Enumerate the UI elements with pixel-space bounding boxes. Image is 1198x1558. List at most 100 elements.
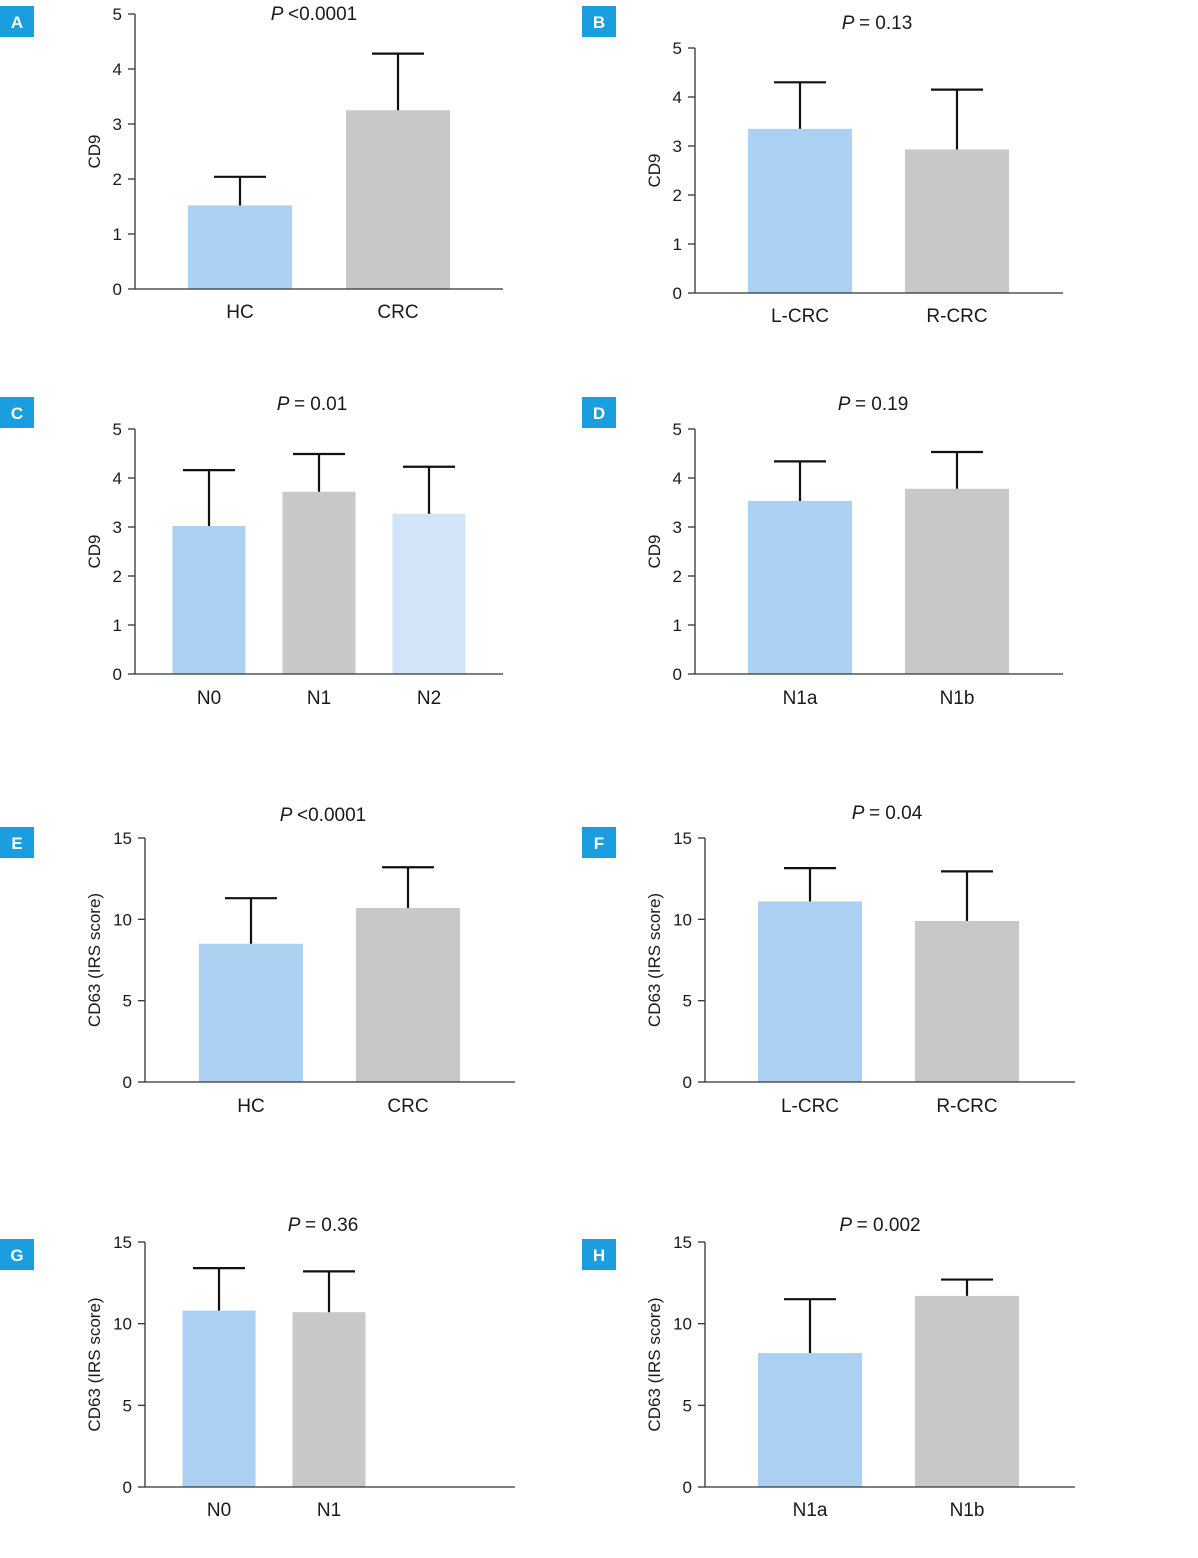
error-bar-r-crc [931, 88, 983, 150]
bar-crc [356, 907, 460, 1082]
category-label: N1 [307, 688, 331, 709]
error-bar-n0 [183, 469, 235, 527]
panel-letter: A [11, 13, 23, 32]
error-bar-n1a [774, 460, 826, 502]
chart-panel-b: B P = 0.13 L-CRC R-CRC 0 1 2 3 4 5 CD9 [582, 6, 1063, 327]
y-tick-label: 5 [673, 420, 682, 439]
category-label: R-CRC [926, 306, 987, 327]
category-label: CRC [387, 1096, 428, 1117]
p-value-label: P <0.0001 [271, 4, 357, 25]
y-tick-label: 0 [123, 1478, 132, 1497]
panel-letter: F [594, 834, 604, 853]
bar-hc [188, 205, 292, 289]
chart-panel-a: A P <0.0001 HC CRC 0 1 2 3 4 5 CD9 [0, 4, 503, 323]
category-label: N1a [783, 688, 818, 709]
p-symbol: P [277, 394, 294, 415]
p-value-label: P = 0.13 [842, 13, 913, 34]
bar-n1b [905, 488, 1009, 674]
bar-n1a [758, 1353, 862, 1487]
y-tick-label: 15 [673, 829, 692, 848]
p-value: = 0.002 [857, 1215, 921, 1236]
y-tick-label: 5 [123, 992, 132, 1011]
y-tick-label: 2 [673, 186, 682, 205]
bar-r-crc [915, 920, 1019, 1082]
y-axis-label: CD63 (IRS score) [645, 1297, 664, 1431]
panel-badge: G [0, 1239, 34, 1270]
panel-letter: C [11, 404, 23, 423]
y-tick-label: 4 [673, 88, 682, 107]
panel-badge: H [582, 1239, 616, 1270]
panel-letter: G [10, 1246, 23, 1265]
p-value: = 0.13 [859, 13, 912, 34]
panel-badge: D [582, 397, 616, 428]
panel-badge: A [0, 6, 34, 37]
panel-badge-box [582, 827, 616, 858]
y-tick-label: 4 [113, 469, 122, 488]
bar-n1 [282, 491, 356, 674]
y-axis-label: CD9 [85, 134, 104, 168]
chart-panel-c: C P = 0.01 N0 N1 N2 0 1 2 3 4 5 CD9 [0, 394, 503, 709]
y-tick-label: 1 [673, 235, 682, 254]
error-bar-n1b [941, 1278, 993, 1296]
chart-panel-h: H P = 0.002 N1a N1b 0 5 10 15 CD63 (IRS score) [582, 1215, 1075, 1521]
category-label: CRC [377, 302, 418, 323]
y-tick-label: 1 [113, 616, 122, 635]
y-tick-label: 2 [113, 567, 122, 586]
y-tick-label: 0 [683, 1478, 692, 1497]
error-bar-n1b [931, 450, 983, 489]
error-bar-n0 [193, 1267, 245, 1311]
category-label: N1a [793, 1500, 828, 1521]
p-symbol: P [839, 1215, 856, 1236]
y-axis-label: CD63 (IRS score) [645, 893, 664, 1027]
bar-n0 [182, 1310, 256, 1487]
y-tick-label: 10 [673, 910, 692, 929]
p-value-label: P = 0.002 [839, 1215, 920, 1236]
y-tick-label: 10 [113, 1315, 132, 1334]
y-tick-label: 10 [113, 910, 132, 929]
y-tick-label: 5 [683, 1396, 692, 1415]
y-tick-label: 0 [113, 280, 122, 299]
category-label: N1 [317, 1500, 341, 1521]
y-tick-label: 2 [673, 567, 682, 586]
y-tick-label: 15 [113, 829, 132, 848]
bar-l-crc [748, 128, 852, 293]
y-tick-label: 2 [113, 170, 122, 189]
error-bar-l-crc [774, 81, 826, 129]
error-bar-n1 [303, 1270, 355, 1313]
p-value-label: P = 0.01 [277, 394, 348, 415]
panel-badge-box [0, 1239, 34, 1270]
y-tick-label: 0 [683, 1073, 692, 1092]
y-tick-label: 0 [123, 1073, 132, 1092]
category-label: L-CRC [771, 306, 829, 327]
category-label: N1b [950, 1500, 985, 1521]
p-value-label: P = 0.36 [288, 1215, 359, 1236]
p-value-label: P = 0.04 [852, 803, 923, 824]
y-tick-label: 4 [673, 469, 682, 488]
category-label: R-CRC [936, 1096, 997, 1117]
bar-l-crc [758, 901, 862, 1082]
p-symbol: P [271, 4, 288, 25]
panel-badge-box [0, 397, 34, 428]
panel-letter: B [593, 13, 605, 32]
y-tick-label: 0 [673, 284, 682, 303]
bar-n1b [915, 1295, 1019, 1487]
category-label: L-CRC [781, 1096, 839, 1117]
bar-crc [346, 110, 450, 289]
chart-panel-g: G P = 0.36 N0 N1 0 5 10 15 CD63 (IRS score) [0, 1215, 515, 1521]
p-value: = 0.04 [869, 803, 923, 824]
p-value-label: P <0.0001 [280, 805, 366, 826]
chart-panel-e: E P <0.0001 HC CRC 0 5 10 15 CD63 (IRS score) [0, 805, 515, 1117]
p-value: <0.0001 [297, 805, 366, 826]
p-value: = 0.36 [305, 1215, 358, 1236]
p-value: <0.0001 [288, 4, 357, 25]
bar-n1 [292, 1312, 366, 1487]
p-symbol: P [838, 394, 855, 415]
panel-badge: C [0, 397, 34, 428]
p-symbol: P [280, 805, 297, 826]
bar-n2 [392, 513, 466, 674]
y-axis-label: CD9 [85, 534, 104, 568]
error-bar-hc [225, 897, 277, 944]
bar-r-crc [905, 149, 1009, 293]
bar-hc [199, 943, 303, 1082]
y-tick-label: 15 [113, 1233, 132, 1252]
